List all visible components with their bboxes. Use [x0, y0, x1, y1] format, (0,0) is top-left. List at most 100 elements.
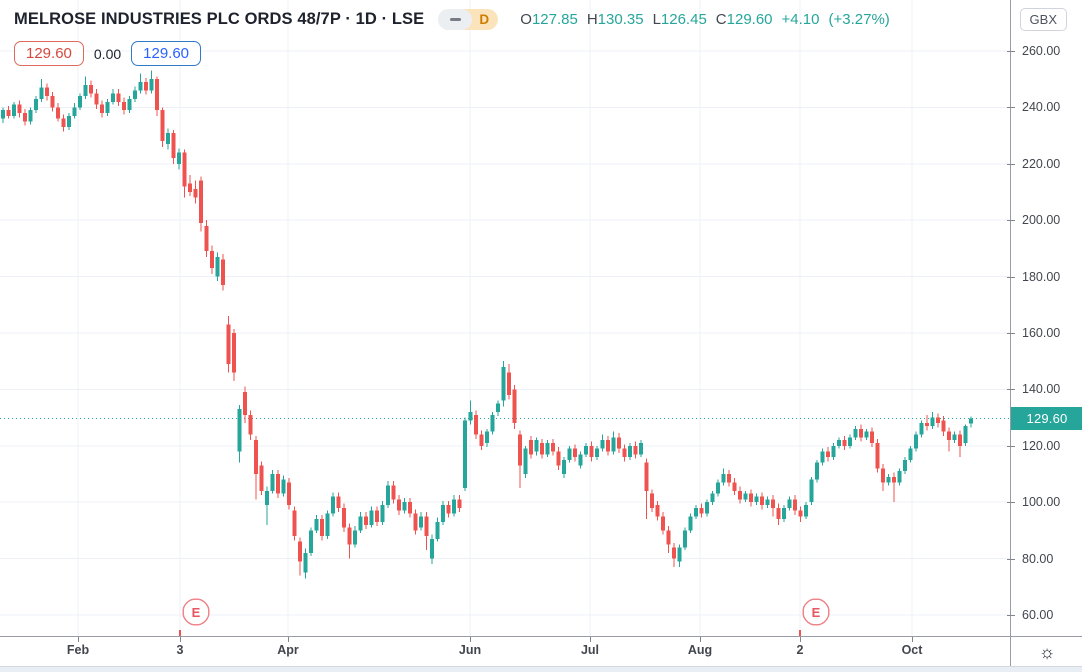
candle[interactable] — [1, 107, 5, 123]
candle[interactable] — [936, 413, 940, 428]
candle[interactable] — [303, 548, 308, 579]
candle[interactable] — [716, 479, 720, 497]
candle[interactable] — [534, 437, 539, 456]
candle[interactable] — [545, 440, 550, 458]
candle[interactable] — [105, 98, 110, 116]
candle[interactable] — [562, 457, 566, 479]
candle[interactable] — [958, 430, 962, 458]
candle[interactable] — [815, 459, 819, 483]
candle[interactable] — [661, 512, 665, 535]
candle[interactable] — [947, 427, 951, 452]
candle[interactable] — [166, 128, 170, 150]
minus-dash-icon[interactable] — [438, 9, 473, 30]
candle[interactable] — [12, 101, 16, 119]
candle[interactable] — [688, 513, 693, 534]
candle[interactable] — [897, 468, 902, 486]
candle[interactable] — [859, 424, 863, 442]
candle[interactable] — [78, 93, 82, 111]
candle[interactable] — [204, 220, 209, 257]
gear-icon[interactable]: ☼ — [1038, 641, 1056, 662]
candle[interactable] — [155, 76, 159, 116]
candle[interactable] — [919, 420, 924, 438]
candle[interactable] — [848, 434, 852, 449]
candle[interactable] — [798, 506, 803, 522]
candle[interactable] — [270, 469, 275, 494]
candle[interactable] — [611, 431, 616, 455]
candle[interactable] — [529, 435, 533, 459]
candle[interactable] — [72, 103, 77, 119]
candle[interactable] — [677, 544, 682, 568]
candle[interactable] — [133, 86, 137, 102]
candle[interactable] — [39, 79, 44, 102]
candle[interactable] — [512, 385, 517, 429]
candle[interactable] — [831, 442, 836, 460]
candle[interactable] — [441, 500, 445, 525]
candle[interactable] — [886, 474, 891, 486]
candle[interactable] — [23, 108, 27, 126]
candle[interactable] — [600, 434, 605, 452]
candle[interactable] — [584, 442, 588, 458]
candle[interactable] — [837, 437, 841, 449]
candle[interactable] — [424, 512, 429, 551]
candle[interactable] — [221, 254, 225, 291]
candle[interactable] — [969, 416, 973, 428]
candle[interactable] — [61, 114, 66, 132]
candle[interactable] — [353, 526, 357, 548]
candle[interactable] — [144, 77, 148, 95]
candle[interactable] — [138, 73, 143, 94]
candle[interactable] — [617, 433, 621, 453]
candle[interactable] — [870, 427, 874, 448]
candle[interactable] — [501, 361, 506, 407]
candle[interactable] — [864, 428, 869, 441]
candle[interactable] — [402, 497, 407, 514]
candle[interactable] — [397, 495, 401, 515]
candle[interactable] — [710, 490, 715, 506]
candle[interactable] — [292, 506, 297, 541]
candle[interactable] — [496, 400, 500, 417]
candle[interactable] — [683, 527, 687, 551]
earnings-marker-icon[interactable] — [182, 598, 210, 626]
buy-price-button[interactable]: 129.60 — [131, 41, 202, 66]
candle[interactable] — [287, 478, 291, 510]
candle[interactable] — [551, 438, 555, 456]
candle[interactable] — [391, 481, 396, 504]
candle[interactable] — [930, 411, 935, 429]
candle[interactable] — [276, 469, 280, 498]
candle[interactable] — [853, 426, 858, 441]
candle[interactable] — [364, 512, 368, 529]
earnings-marker-icon[interactable] — [802, 598, 830, 626]
timeframe-toggle[interactable]: D — [438, 9, 499, 30]
candle[interactable] — [237, 404, 242, 463]
candle[interactable] — [17, 100, 22, 118]
candle[interactable] — [413, 509, 418, 535]
candle[interactable] — [826, 447, 830, 462]
candle[interactable] — [490, 411, 495, 435]
candle[interactable] — [628, 442, 632, 460]
candle[interactable] — [243, 386, 247, 424]
candle[interactable] — [342, 503, 346, 532]
candle[interactable] — [655, 500, 660, 521]
candle[interactable] — [281, 475, 286, 497]
candle[interactable] — [606, 435, 610, 456]
candle[interactable] — [963, 424, 968, 446]
candle[interactable] — [622, 444, 627, 462]
candle[interactable] — [941, 416, 946, 436]
candle[interactable] — [331, 492, 335, 517]
candle[interactable] — [34, 96, 38, 114]
currency-unit-button[interactable]: GBX — [1019, 8, 1067, 31]
candle[interactable] — [776, 503, 781, 525]
candle[interactable] — [749, 489, 753, 507]
candle[interactable] — [650, 489, 654, 513]
candle[interactable] — [226, 316, 231, 373]
candle[interactable] — [908, 445, 913, 463]
candle[interactable] — [182, 149, 187, 198]
candle[interactable] — [177, 148, 181, 170]
candle[interactable] — [419, 512, 423, 531]
candle[interactable] — [567, 445, 572, 463]
candle[interactable] — [771, 495, 775, 517]
candle[interactable] — [793, 495, 797, 515]
candle[interactable] — [446, 500, 451, 518]
candle[interactable] — [314, 514, 319, 534]
symbol-title[interactable]: MELROSE INDUSTRIES PLC ORDS 48/7P · 1D ·… — [14, 10, 425, 28]
candle[interactable] — [408, 497, 412, 518]
